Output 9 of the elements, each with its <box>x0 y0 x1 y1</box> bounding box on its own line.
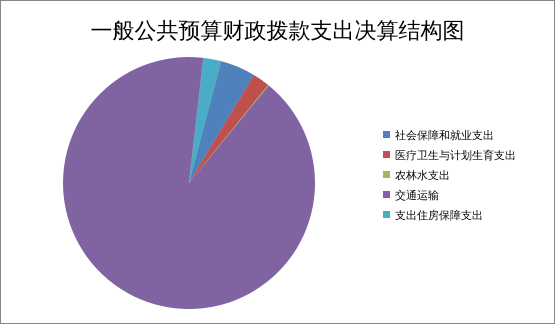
legend-label: 支出住房保障支出 <box>395 208 483 222</box>
pie-slice <box>63 57 315 309</box>
pie-slice <box>189 58 222 183</box>
pie-slice <box>189 61 254 183</box>
legend-label: 医疗卫生与计划生育支出 <box>395 148 516 162</box>
legend-label: 交通运输 <box>395 188 439 202</box>
legend-label: 社会保障和就业支出 <box>395 128 494 142</box>
chart-title: 一般公共预算财政拨款支出决算结构图 <box>90 19 464 44</box>
legend-label: 农林水支出 <box>395 168 450 182</box>
